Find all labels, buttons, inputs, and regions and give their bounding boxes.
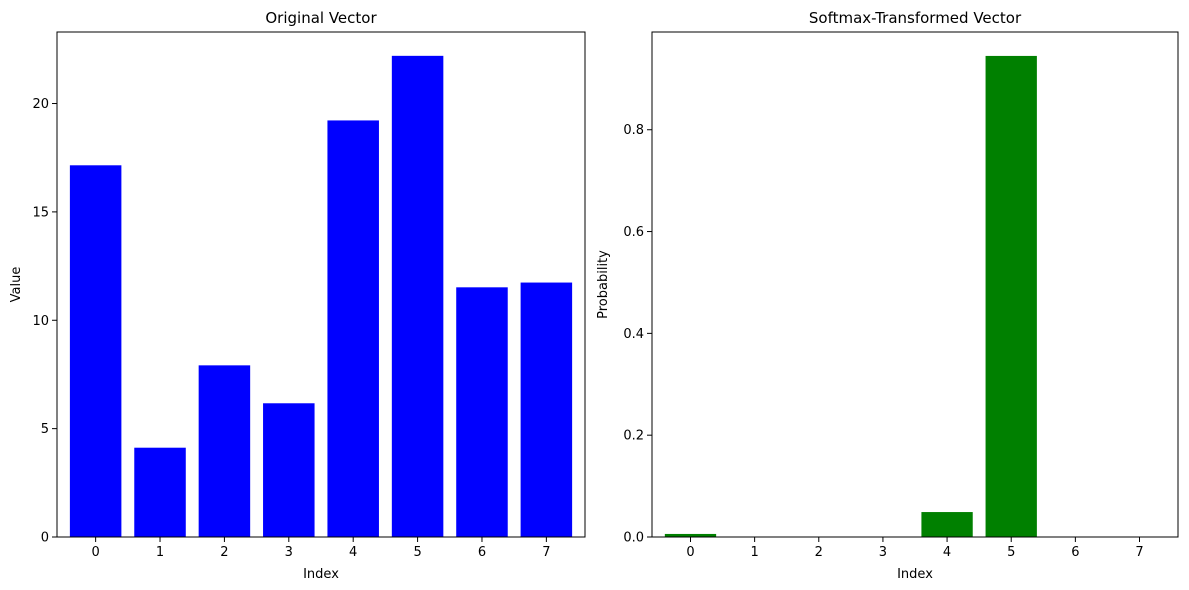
x-tick-label: 0 xyxy=(686,545,694,560)
chart-2: 0 1 2 3 4 5 6 7 0.0 0.2 0.4 0.6 0.8 Softmax-Transform… xyxy=(596,9,1179,582)
x-tick-label: 5 xyxy=(413,545,421,560)
bar-0 xyxy=(664,533,717,537)
y-tick-label: 10 xyxy=(32,314,49,329)
y-tick-label: 0.2 xyxy=(623,429,644,444)
x-tick-label: 3 xyxy=(879,545,887,560)
chart-title: Original Vector xyxy=(265,9,377,27)
y-axis-label: Probability xyxy=(596,250,611,319)
axes-frame xyxy=(651,31,1179,538)
y-tick-label: 5 xyxy=(41,422,49,437)
bar-7 xyxy=(520,282,573,537)
y-tick-label: 0.8 xyxy=(623,123,644,138)
bar-4 xyxy=(921,512,973,537)
bar-6 xyxy=(456,287,508,537)
x-axis-label: Index xyxy=(897,567,933,582)
x-tick-label: 4 xyxy=(349,545,357,560)
bar-5 xyxy=(391,55,444,538)
x-axis-label: Index xyxy=(303,567,339,582)
x-tick-label: 0 xyxy=(91,545,99,560)
bar-3 xyxy=(263,403,315,537)
x-tick-label: 6 xyxy=(1071,545,1079,560)
bar-5 xyxy=(985,55,1037,537)
x-tick-label: 1 xyxy=(750,545,758,560)
bar-1 xyxy=(134,447,186,537)
y-tick-label: 0.0 xyxy=(623,531,644,546)
y-tick-label: 0 xyxy=(41,531,49,546)
x-tick-label: 5 xyxy=(1007,545,1015,560)
x-tick-label: 7 xyxy=(1135,545,1143,560)
x-tick-label: 3 xyxy=(285,545,293,560)
bar-2 xyxy=(198,365,251,537)
y-tick-label: 0.6 xyxy=(623,225,644,240)
axes-frame xyxy=(56,31,586,538)
bar-0 xyxy=(69,165,122,537)
bar-4 xyxy=(327,120,379,537)
x-tick-label: 7 xyxy=(542,545,550,560)
y-axis-label: Value xyxy=(9,267,24,303)
x-tick-label: 2 xyxy=(220,545,228,560)
y-tick-label: 20 xyxy=(32,97,49,112)
chart-1: 0 1 2 3 4 5 6 7 0 5 10 15 20 Original Vector Index Valu… xyxy=(9,9,586,582)
y-tick-label: 15 xyxy=(32,205,49,220)
chart-title: Softmax-Transformed Vector xyxy=(809,9,1022,27)
y-tick-label: 0.4 xyxy=(623,327,644,342)
x-tick-label: 2 xyxy=(815,545,823,560)
x-tick-label: 6 xyxy=(478,545,486,560)
x-tick-label: 4 xyxy=(943,545,951,560)
x-tick-label: 1 xyxy=(156,545,164,560)
